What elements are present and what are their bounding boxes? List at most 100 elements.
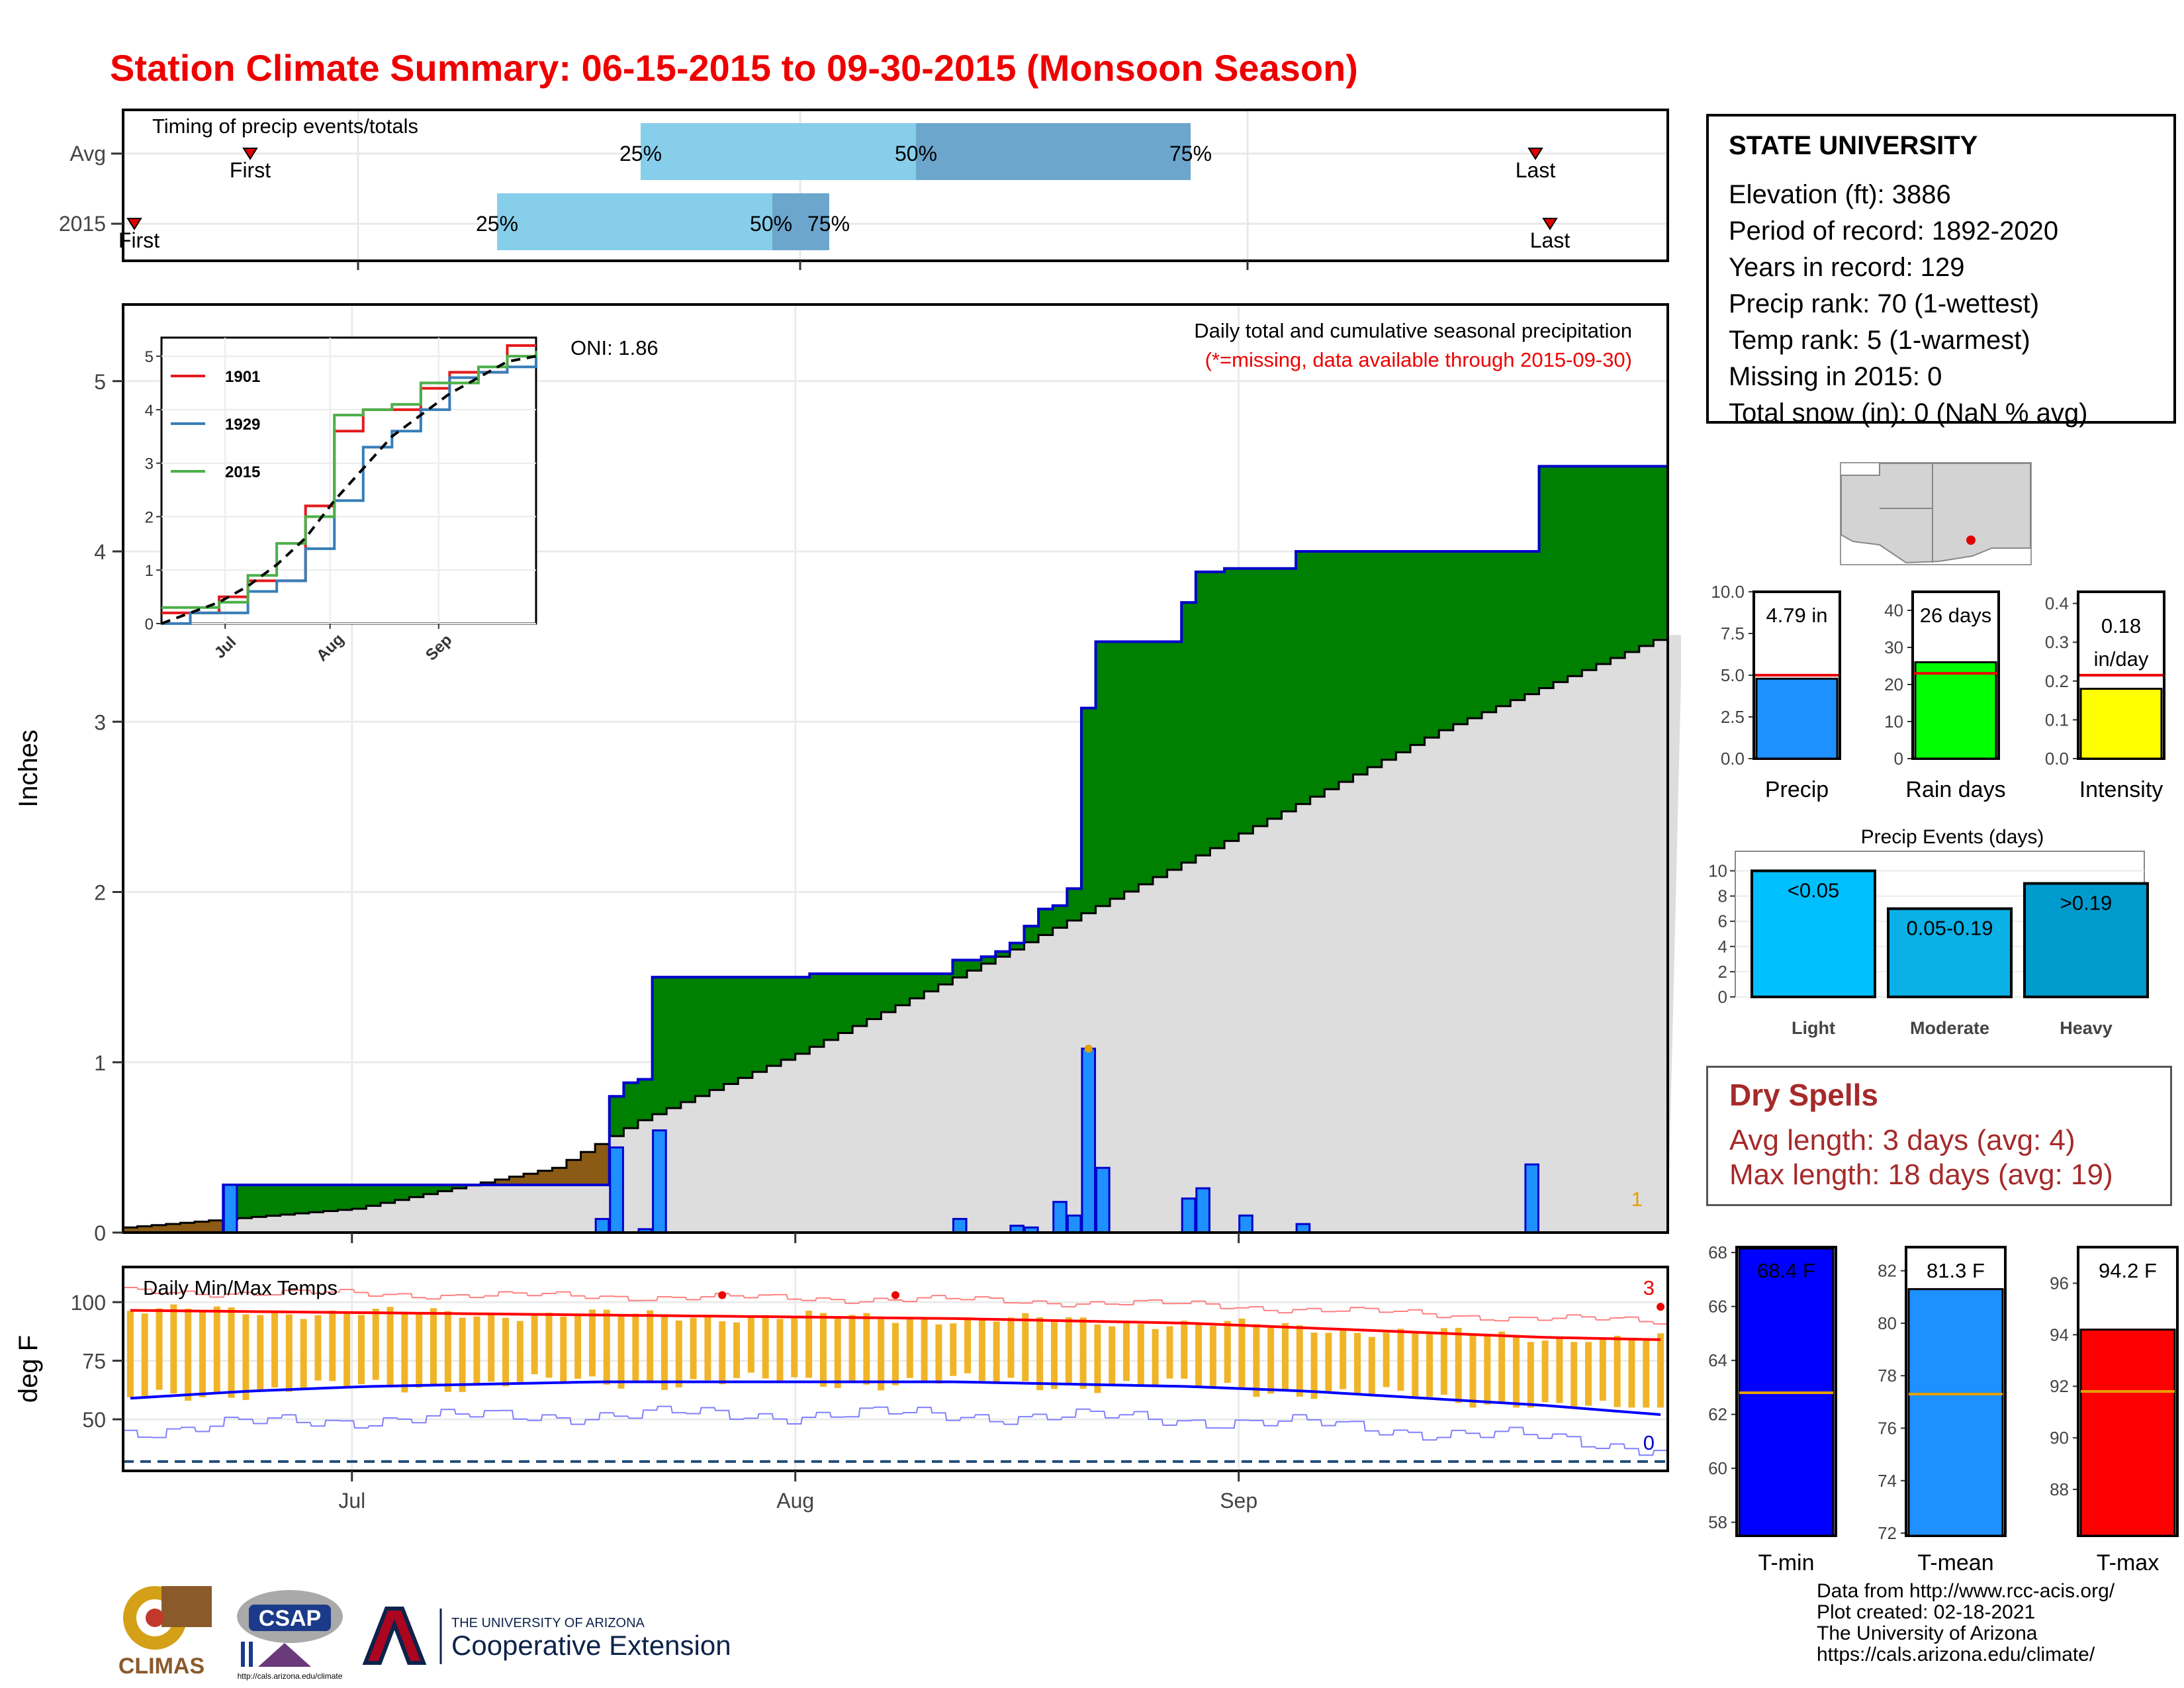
chart-title: Station Climate Summary: 06-15-2015 to 0… [110,47,1358,89]
event-bar-label: >0.19 [2060,892,2112,915]
inset-y-tick-label: 0 [145,616,154,633]
deficit-segment [208,1220,224,1233]
timing-label: Timing of precip events/totals [152,115,418,138]
csap-logo: CSAP http://cals.arizona.edu/climate [237,1590,343,1681]
summary-unit-label: in/day [2094,647,2149,671]
daily-temp-bar [1224,1321,1231,1383]
daily-temp-bar [1484,1335,1491,1405]
daily-temp-bar [675,1320,682,1388]
record-min-line [123,1405,1668,1456]
surplus-segment [852,973,868,1026]
y-tick-label: 3 [94,710,106,734]
surplus-segment [1253,568,1268,827]
daily-temp-bar [285,1314,293,1392]
daily-temp-bar [978,1318,985,1381]
surplus-segment [1338,551,1354,782]
surplus-segment [1081,708,1097,914]
daily-temp-bar [488,1313,495,1382]
avg-25-50-bar [641,123,916,180]
legend-label: 1929 [225,416,260,434]
daily-temp-bar [1253,1324,1260,1397]
surplus-segment [866,973,882,1019]
legend-label: 2015 [225,463,260,481]
surplus-segment [1038,909,1054,935]
temp-x-tick-label: Aug [776,1489,814,1513]
surplus-segment [1310,551,1325,797]
daily-temp-bar [343,1313,351,1387]
daily-temp-bar [1498,1331,1506,1404]
dry-spells-title: Dry Spells [1729,1078,1878,1112]
daily-temp-bar [892,1323,899,1385]
2015-last-marker [1542,218,1558,230]
daily-temp-bar [1628,1340,1635,1408]
deficit-segment [165,1223,181,1233]
tbar-y-tick-label: 80 [1878,1313,1897,1333]
daily-temp-bar [1368,1336,1375,1394]
daily-temp-bar [993,1321,1000,1383]
average-area [123,635,1681,1233]
daily-precip-bar [652,1129,667,1234]
svg-text:CLIMAS: CLIMAS [118,1654,205,1679]
daily-temp-bar [228,1307,235,1398]
daily-temp-bar [632,1313,639,1383]
surplus-segment [924,973,939,992]
daily-temp-bar [430,1308,437,1385]
surplus-segment [1482,551,1497,712]
daily-temp-bar [819,1313,827,1387]
surplus-segment [266,1184,281,1216]
tbar-name: T-max [2097,1550,2159,1575]
oni-label: ONI: 1.86 [570,336,659,359]
precip-ylabel: Inches [14,729,43,808]
temp-plot-frame [122,1266,1669,1472]
daily-temp-bar [776,1319,784,1383]
daily-temp-bar [545,1313,553,1378]
2015-p25: 25% [476,212,518,236]
2015-first-label: First [118,228,159,252]
surplus-segment [623,1082,639,1129]
daily-temp-bar [1123,1322,1130,1382]
station-elevation: Elevation (ft): 3886 [1729,180,1951,209]
daily-temp-bar [1512,1335,1520,1408]
daily-temp-bar [1585,1342,1592,1406]
daily-temp-bar [1109,1326,1116,1386]
daily-precip-bar [222,1184,238,1234]
max-count: 3 [1643,1276,1655,1299]
avg-p75: 75% [1169,142,1212,165]
surplus-segment [237,1184,253,1219]
surplus-segment [1596,466,1612,665]
deficit-segment [537,1170,553,1185]
legend-label: 1901 [225,368,260,386]
min-count: 0 [1643,1431,1655,1454]
inset-y-tick-label: 3 [145,455,154,473]
daily-temp-bar [805,1311,813,1378]
tbar-y-tick-label: 66 [1708,1297,1727,1317]
daily-temp-bar [185,1309,192,1401]
surplus-segment [752,977,768,1072]
surplus-segment [1539,466,1554,688]
daily-precip-bar [1195,1187,1210,1234]
summary-bar-0 [1755,677,1839,760]
daily-temp-bar [473,1316,480,1383]
surplus-segment [338,1184,353,1210]
svg-text:CSAP: CSAP [259,1606,321,1631]
daily-precip-bar [1181,1197,1197,1234]
ua-logo: THE UNIVERSITY OF ARIZONA Cooperative Ex… [362,1607,731,1665]
station-missing: Missing in 2015: 0 [1729,362,1942,391]
inset-y-tick-label: 2 [145,508,154,526]
surplus-segment [423,1184,439,1194]
surplus-segment [1396,551,1411,753]
surplus-segment [1639,466,1654,646]
summary-value-label: 0.18 [2101,614,2141,637]
2015-last-label: Last [1530,228,1570,252]
avg-first-label: First [230,158,271,182]
daily-precip-bar [1524,1163,1540,1234]
surplus-segment [1267,568,1283,819]
average-cumulative-line [123,635,1669,1229]
tbar-y-tick-label: 88 [2050,1479,2069,1499]
daily-temp-bar [1657,1333,1664,1408]
summary-y-tick-label: 5.0 [1721,665,1745,685]
daily-temp-bar [1166,1326,1173,1379]
daily-temp-bar [401,1311,408,1393]
tbar-value-label: 81.3 F [1927,1259,1985,1282]
event-category: Heavy [2060,1018,2113,1038]
